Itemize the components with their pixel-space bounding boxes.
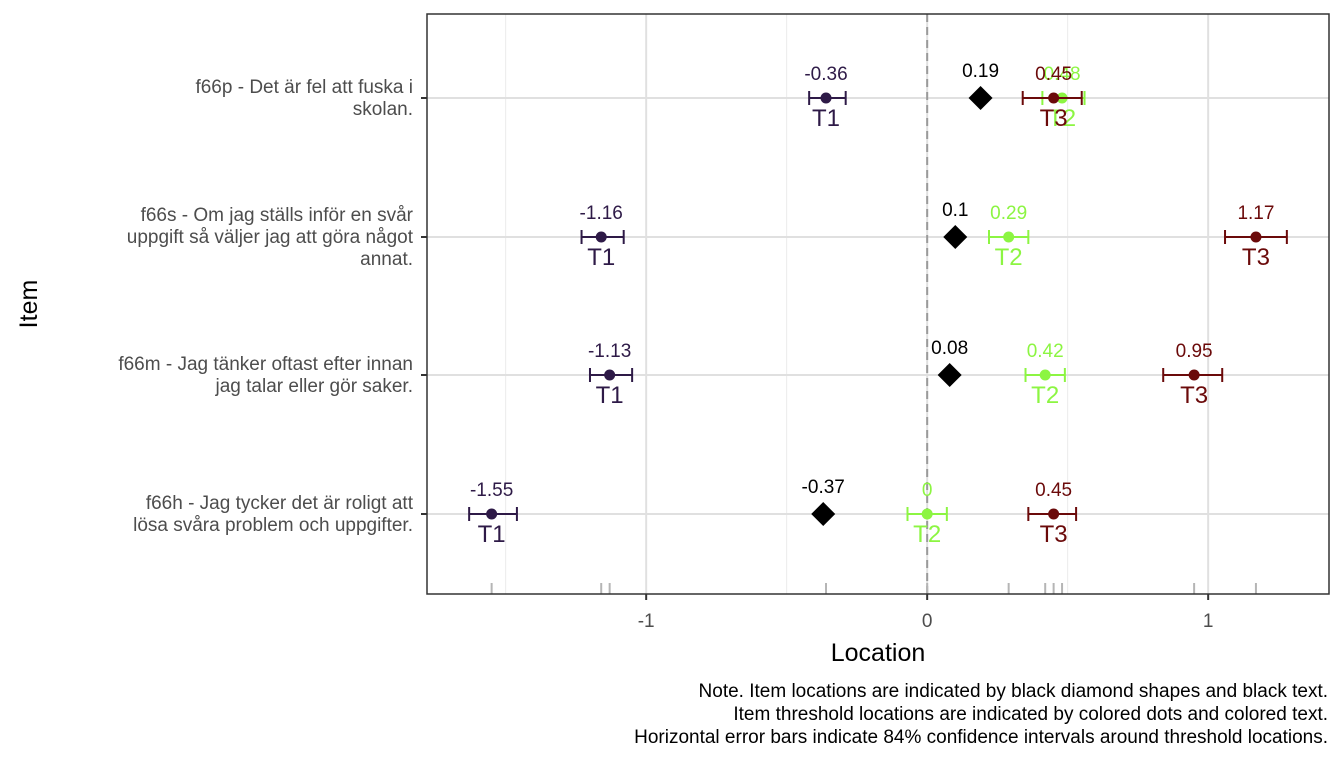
threshold-name-label: T3 bbox=[1040, 105, 1068, 132]
y-tick-label-line: jag talar eller gör saker. bbox=[215, 376, 414, 397]
item-location-label: -0.37 bbox=[802, 477, 845, 498]
y-tick-label-line: f66m - Jag tänker oftast efter innan bbox=[118, 354, 413, 375]
threshold-value-label: 0 bbox=[922, 480, 933, 501]
threshold-point bbox=[921, 508, 933, 520]
threshold-point bbox=[820, 92, 832, 104]
threshold-point bbox=[1039, 369, 1051, 381]
threshold-value-label: 0.29 bbox=[990, 203, 1027, 224]
threshold-name-label: T1 bbox=[478, 521, 506, 548]
threshold-value-label: 0.95 bbox=[1176, 341, 1213, 362]
threshold-point bbox=[1250, 231, 1262, 243]
item-location-label: 0.08 bbox=[931, 338, 968, 359]
note-line-2: Item threshold locations are indicated b… bbox=[733, 704, 1328, 725]
threshold-point bbox=[1188, 369, 1200, 381]
plot-panel bbox=[427, 14, 1329, 594]
item-location-diamond bbox=[968, 86, 993, 110]
x-tick-label: 1 bbox=[1203, 611, 1214, 632]
threshold-point bbox=[1003, 231, 1015, 243]
threshold-name-label: T2 bbox=[913, 521, 941, 548]
threshold-name-label: T2 bbox=[1048, 105, 1076, 132]
threshold-value-label: 0.42 bbox=[1027, 341, 1064, 362]
threshold-name-label: T2 bbox=[995, 244, 1023, 271]
item-location-label: 0.1 bbox=[942, 200, 968, 221]
y-tick-label: f66h - Jag tycker det är roligt att lösa … bbox=[133, 493, 414, 536]
threshold-name-label: T1 bbox=[596, 382, 624, 409]
threshold-name-label: T2 bbox=[1031, 382, 1059, 409]
threshold-value-label: 0.45 bbox=[1035, 480, 1072, 501]
y-tick-label-line: lösa svåra problem och uppgifter. bbox=[133, 515, 413, 536]
threshold-value-label: -1.55 bbox=[470, 480, 513, 501]
y-tick-label-line: f66h - Jag tycker det är roligt att bbox=[146, 493, 414, 514]
threshold-point bbox=[1048, 92, 1060, 104]
y-tick-label-line: f66s - Om jag ställs inför en svår bbox=[141, 205, 414, 226]
threshold-name-label: T3 bbox=[1180, 382, 1208, 409]
y-tick-label: f66s - Om jag ställs inför en svår uppgif… bbox=[127, 205, 414, 270]
threshold-value-label: 0.48 bbox=[1044, 64, 1081, 85]
threshold-point bbox=[604, 369, 616, 381]
item-location-diamond bbox=[811, 502, 836, 526]
item-location-label: 0.19 bbox=[962, 61, 999, 82]
y-axis-title: Item bbox=[15, 280, 43, 329]
threshold-value-label: -1.16 bbox=[580, 203, 623, 224]
note-line-3: Horizontal error bars indicate 84% confi… bbox=[634, 727, 1328, 748]
chart-note: Note. Item locations are indicated by bl… bbox=[634, 680, 1328, 749]
threshold-point bbox=[1048, 508, 1060, 520]
y-tick-label: f66m - Jag tänker oftast efter innan jag … bbox=[118, 354, 413, 397]
y-tick-label-line: uppgift så väljer jag att göra något bbox=[127, 227, 414, 248]
threshold-value-label: 1.17 bbox=[1237, 203, 1274, 224]
threshold-point bbox=[595, 231, 607, 243]
y-tick-label-line: skolan. bbox=[353, 99, 413, 120]
item-location-diamond bbox=[937, 363, 962, 387]
threshold-name-label: T1 bbox=[587, 244, 615, 271]
y-tick-label-line: f66p - Det är fel att fuska i bbox=[195, 77, 413, 98]
x-tick-label: 0 bbox=[922, 611, 933, 632]
plot-border bbox=[426, 13, 1330, 595]
threshold-name-label: T3 bbox=[1242, 244, 1270, 271]
threshold-name-label: T3 bbox=[1040, 521, 1068, 548]
item-location-diamond bbox=[943, 225, 968, 249]
y-tick-label-line: annat. bbox=[360, 249, 413, 270]
x-axis-title: Location bbox=[831, 639, 926, 667]
note-line-1: Note. Item locations are indicated by bl… bbox=[698, 681, 1328, 702]
threshold-point bbox=[486, 508, 498, 520]
threshold-name-label: T1 bbox=[812, 105, 840, 132]
threshold-value-label: -0.36 bbox=[804, 64, 847, 85]
x-tick-label: -1 bbox=[638, 611, 655, 632]
threshold-value-label: -1.13 bbox=[588, 341, 631, 362]
threshold-value-label: 0.45 bbox=[1035, 64, 1072, 85]
item-threshold-chart: -0.36 T1 0.48 T2 0.45 T3 0.19 f66p - Det är fel… bbox=[15, 13, 1330, 667]
y-tick-label: f66p - Det är fel att fuska i skolan. bbox=[195, 77, 413, 120]
